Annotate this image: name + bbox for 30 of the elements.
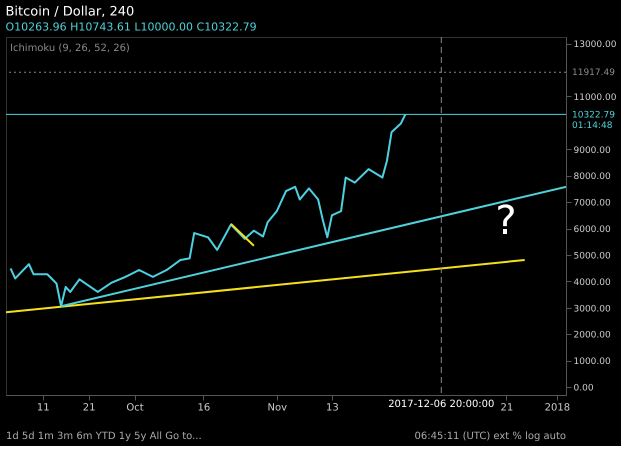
- x-tick-label: 11: [36, 402, 50, 414]
- x-tick-label: 13: [326, 402, 339, 414]
- y-tick-label: 7000.00: [574, 198, 611, 209]
- annotation: Ichimoku (9, 26, 52, 26): [10, 43, 130, 54]
- chart-title: Bitcoin / Dollar, 240: [6, 4, 134, 20]
- x-tick-label: Nov: [268, 402, 288, 414]
- text: 06:45:11 (UTC) ext % log auto: [414, 431, 566, 442]
- text: 01:14:48: [572, 121, 613, 131]
- ref-line-label: 2017-12-06 20:00:00: [388, 399, 494, 410]
- y-tick-label: 6000.00: [574, 225, 611, 236]
- y-tick-label: 2000.00: [574, 330, 611, 341]
- ref-line-label: 11917.49: [572, 68, 616, 78]
- x-tick-label: 21: [82, 402, 96, 414]
- x-tick-label: 16: [198, 402, 210, 414]
- y-tick-label: 4000.00: [574, 278, 611, 288]
- ref-line-label: 10322.79: [572, 110, 616, 120]
- y-tick-label: 11000.00: [574, 92, 617, 103]
- y-tick-label: 1000.00: [574, 357, 611, 368]
- y-tick-label: 3000.00: [574, 304, 611, 314]
- x-tick-label: Oct: [126, 402, 144, 414]
- text: 1d 5d 1m 3m 6m YTD 1y 5y All Go to...: [6, 431, 202, 442]
- y-tick-label: 13000.00: [574, 40, 617, 50]
- annotation: ?: [495, 198, 517, 244]
- chart-subtitle: O10263.96 H10743.61 L10000.00 C10322.79: [6, 20, 257, 34]
- x-tick-label: 2018: [544, 402, 570, 414]
- y-tick-label: 5000.00: [574, 251, 611, 262]
- y-tick-label: 0.00: [574, 384, 594, 394]
- y-tick-label: 8000.00: [574, 172, 611, 182]
- y-tick-label: 9000.00: [574, 146, 611, 156]
- x-tick-label: 21: [500, 402, 514, 414]
